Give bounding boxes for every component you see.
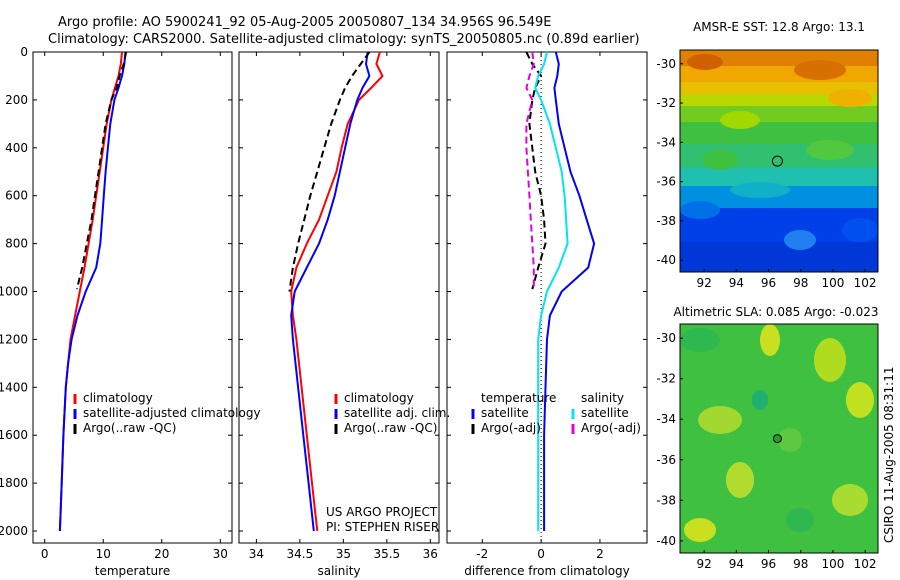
temp-series-climatology-line — [58, 51, 123, 532]
sla-lat-tick-label: -40 — [656, 534, 676, 548]
diff-series-satellite_diff-line — [534, 51, 569, 531]
sla-map-frame — [679, 323, 879, 554]
diff-x-tick-label: 0 — [537, 547, 545, 561]
diff-series-argo-line — [525, 51, 547, 290]
diff-x-tick-label: -2 — [476, 547, 488, 561]
legend-entry-climatology: climatology — [83, 391, 153, 405]
sst-lon-tick-label: 96 — [761, 276, 776, 290]
sst-lon-tick-label: 100 — [821, 276, 844, 290]
sla-lat-tick-label: -36 — [656, 453, 676, 467]
sal-x-tick-label: 35.5 — [373, 547, 400, 561]
temp-axes-frame — [32, 51, 233, 544]
legend-entry-satellite: satellite — [481, 406, 529, 420]
legend-entry-climatology: climatology — [344, 391, 414, 405]
sst-lat-tick-label: -34 — [656, 135, 676, 149]
legend-entry-satellite: satellite adj. clim. — [344, 406, 450, 420]
sst-lat-tick-label: -38 — [656, 214, 676, 228]
sla-lat-tick-label: -32 — [656, 372, 676, 386]
sst-lon-tick-label: 102 — [854, 276, 877, 290]
diff-axes-frame — [446, 51, 648, 544]
sal-axes-frame — [238, 51, 440, 544]
diff-x-tick-label: 2 — [596, 547, 604, 561]
sst-heatmap-field — [680, 50, 878, 272]
diff-series-argo_salinity_diff-line — [525, 51, 535, 290]
sla-lat-tick-label: -34 — [656, 412, 676, 426]
sla-lat-tick-label: -38 — [656, 493, 676, 507]
temp-y-tick-label: 800 — [5, 237, 28, 251]
temp-x-axis-label: temperature — [95, 564, 170, 578]
temp-series-argo-line — [75, 51, 128, 290]
sal-x-tick-label: 34 — [249, 547, 264, 561]
sst-map-panel: AMSR-E SST: 12.8 Argo: 13.1 92 94 96 98 100 1… — [656, 20, 879, 290]
temp-x-tick-label: 0 — [41, 547, 49, 561]
temp-y-tick-label: 2000 — [0, 524, 28, 538]
temp-y-tick-label: 200 — [5, 93, 28, 107]
sal-x-tick-label: 36 — [423, 547, 438, 561]
temp-x-tick-label: 10 — [96, 547, 111, 561]
sst-lat-tick-label: -40 — [656, 253, 676, 267]
temp-y-tick-label: 1600 — [0, 428, 28, 442]
legend-entry-argo: Argo(..raw -QC) — [83, 421, 176, 435]
sla-lon-tick-label: 92 — [697, 557, 712, 571]
figure-title-line1: Argo profile: AO 5900241_92 05-Aug-2005 … — [58, 15, 551, 30]
sst-lon-tick-label: 94 — [729, 276, 744, 290]
sal-x-axis-label: salinity — [317, 564, 360, 578]
sla-map-panel: Altimetric SLA: 0.085 Argo: -0.023 92 94 9… — [656, 305, 878, 571]
sla-lon-tick-label: 100 — [821, 557, 844, 571]
temp-y-tick-label: 1000 — [0, 285, 28, 299]
sal-series-climatology-line — [290, 51, 384, 532]
sal-x-tick-label: 35 — [336, 547, 351, 561]
temp-series-satellite-line — [58, 51, 127, 532]
legend-entry-argo: Argo(..raw -QC) — [344, 421, 437, 435]
temperature-profile-panel: 0 10 20 30 0 200 400 600 800 1000 1200 1400 1600 1800… — [0, 45, 261, 578]
sal-series-satellite-line — [290, 51, 371, 532]
difference-profile-panel: -2 0 2 difference from climatology temperatu… — [446, 51, 648, 578]
sst-lat-tick-label: -32 — [656, 96, 676, 110]
legend-column-heading: salinity — [581, 391, 624, 405]
sla-lon-tick-label: 96 — [761, 557, 776, 571]
sst-map-frame — [679, 49, 879, 273]
project-note: US ARGO PROJECT — [326, 505, 438, 519]
temp-x-tick-label: 20 — [154, 547, 169, 561]
sla-lon-tick-label: 98 — [793, 557, 808, 571]
temp-y-tick-label: 0 — [20, 45, 28, 59]
sla-map-title: Altimetric SLA: 0.085 Argo: -0.023 — [673, 305, 878, 319]
legend-entry-argo_salinity_diff: Argo(-adj) — [581, 421, 641, 435]
temp-y-tick-label: 600 — [5, 189, 28, 203]
sst-lat-tick-label: -36 — [656, 175, 676, 189]
sst-argo-location-marker — [771, 155, 783, 167]
sst-lon-tick-label: 98 — [793, 276, 808, 290]
side-timestamp-stamp: CSIRO 11-Aug-2005 08:31:11 — [882, 367, 896, 543]
salinity-profile-panel: 34 34.5 35 35.5 36 salinity climatologysatelli… — [238, 51, 450, 578]
diff-series-satellite-line — [543, 51, 596, 531]
sla-lon-tick-label: 94 — [729, 557, 744, 571]
legend-column-heading: temperature — [481, 391, 556, 405]
sst-lon-tick-label: 92 — [697, 276, 712, 290]
legend-entry-satellite: satellite-adjusted climatology — [83, 406, 261, 420]
diff-x-axis-label: difference from climatology — [464, 564, 630, 578]
temp-y-tick-label: 1200 — [0, 332, 28, 346]
pi-note: PI: STEPHEN RISER — [326, 520, 439, 534]
sst-map-title: AMSR-E SST: 12.8 Argo: 13.1 — [693, 20, 865, 34]
legend-entry-satellite_diff: satellite — [581, 406, 629, 420]
sla-lat-tick-label: -30 — [656, 331, 676, 345]
sla-lon-tick-label: 102 — [854, 557, 877, 571]
figure-title-line2: Climatology: CARS2000. Satellite-adjuste… — [48, 32, 640, 47]
sla-argo-location-marker — [772, 434, 782, 444]
temp-y-tick-label: 1800 — [0, 476, 28, 490]
temp-x-tick-label: 30 — [213, 547, 228, 561]
sal-x-tick-label: 34.5 — [287, 547, 314, 561]
sst-lat-tick-label: -30 — [656, 57, 676, 71]
temp-y-tick-label: 400 — [5, 141, 28, 155]
legend-entry-argo: Argo(-adj) — [481, 421, 541, 435]
temp-y-tick-label: 1400 — [0, 380, 28, 394]
